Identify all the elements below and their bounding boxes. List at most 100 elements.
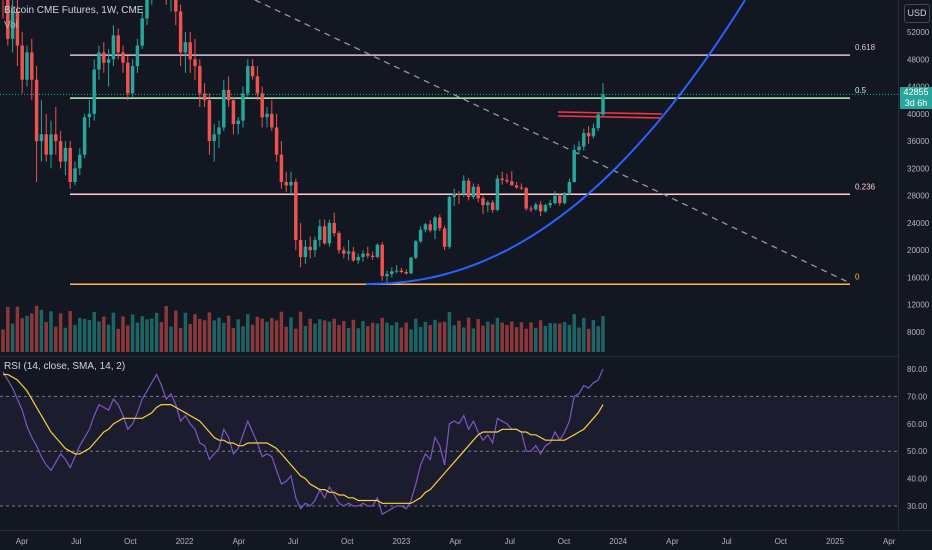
rsi-tick-label: 40.00 (907, 475, 928, 484)
volume-bar (102, 316, 106, 352)
volume-bar (447, 312, 452, 352)
volume-bar (452, 325, 456, 352)
candle-body (255, 76, 260, 94)
volume-bar (327, 321, 332, 352)
candle-body (97, 52, 101, 70)
candle-body (471, 186, 476, 197)
volume-bar (404, 322, 408, 352)
volume-bar (601, 316, 605, 352)
candle-body (553, 195, 557, 204)
candle-body (63, 147, 68, 162)
volume-bar (30, 313, 34, 352)
time-tick-label: Oct (775, 537, 788, 546)
candle-body (313, 239, 317, 251)
volume-bar (164, 306, 168, 352)
candle-body (466, 180, 471, 197)
volume-bar (150, 318, 154, 352)
volume-bar (442, 321, 447, 352)
volume-bar (255, 316, 260, 352)
volume-bar (270, 317, 274, 352)
volume-bar (241, 326, 245, 352)
candle-body (514, 185, 519, 188)
candle-body (322, 226, 327, 244)
candle-body (116, 35, 120, 53)
candle-body (250, 66, 255, 77)
volume-bar (222, 322, 226, 352)
volume-bar (409, 329, 413, 352)
fib-level-label-0: 0 (855, 272, 860, 281)
candle-body (318, 226, 322, 240)
volume-bar (78, 317, 82, 352)
candle-body (226, 89, 231, 101)
candle-body (193, 59, 197, 67)
candle-body (260, 93, 264, 118)
symbol-title[interactable]: Bitcoin CME Futures, 1W, CME (4, 5, 144, 16)
candle-body (596, 114, 600, 129)
candle-body (438, 217, 442, 229)
volume-bar (207, 312, 212, 352)
volume-bar (145, 319, 149, 352)
volume-bar (169, 326, 173, 352)
volume-bar (231, 328, 236, 352)
candle-body (284, 182, 288, 186)
volume-bar (591, 319, 596, 352)
volume-bar (202, 320, 207, 352)
price-tick-label: 32000 (907, 164, 930, 173)
volume-bar (572, 314, 576, 352)
candle-body (457, 193, 461, 195)
volume-bar (495, 317, 500, 352)
volume-bar (246, 314, 250, 352)
currency-button[interactable]: USD (904, 4, 930, 23)
time-tick-label: 2023 (393, 537, 411, 546)
candle-body (342, 250, 346, 254)
last-price-value: 42855 (903, 87, 929, 97)
rsi-tick-label: 70.00 (907, 392, 928, 401)
candle-body (87, 113, 92, 118)
volume-bar (236, 319, 240, 352)
candle-body (375, 244, 380, 257)
candle-body (582, 132, 586, 147)
candle-body (370, 255, 375, 257)
volume-bar (226, 315, 231, 352)
volume-bar (188, 323, 192, 352)
candle-body (289, 182, 293, 186)
candle-body (25, 52, 29, 80)
volume-bar (433, 319, 437, 352)
volume-bar (538, 320, 543, 352)
candle-body (82, 117, 87, 155)
rsi-tick-label: 30.00 (907, 502, 928, 511)
candle-body (212, 134, 216, 142)
rsi-title[interactable]: RSI (14, close, SMA, 14, 2) (4, 361, 126, 372)
volume-bar (25, 315, 29, 352)
candle-body (265, 113, 269, 118)
candle-body (394, 270, 399, 272)
candle-body (49, 134, 53, 155)
candle-body (462, 180, 466, 195)
candle-body (106, 59, 111, 63)
rsi-ma-line (3, 373, 604, 504)
candle-body (68, 147, 72, 182)
candle-body (111, 35, 116, 60)
volume-bar (346, 328, 351, 352)
time-tick-label: 2024 (609, 537, 627, 546)
candle-body (270, 113, 274, 128)
fib-level-label-0.236: 0.236 (855, 182, 876, 191)
volume-bar (562, 322, 567, 352)
candle-body (217, 127, 221, 135)
price-tick-label: 48000 (907, 55, 930, 64)
volume-bar (476, 319, 480, 352)
candle-body (481, 198, 485, 206)
price-tick-label: 28000 (907, 192, 930, 201)
volume-bar (284, 326, 288, 352)
price-tick-label: 12000 (907, 301, 930, 310)
candle-body (433, 217, 437, 231)
volume-bar (337, 325, 341, 352)
candle-body (178, 11, 183, 53)
time-tick-label: Jul (71, 537, 81, 546)
fib-level-label-0.618: 0.618 (855, 43, 876, 52)
volume-bar (106, 324, 111, 352)
volume-bar (154, 312, 159, 352)
candle-body (246, 66, 250, 94)
volume-bar (289, 317, 293, 352)
